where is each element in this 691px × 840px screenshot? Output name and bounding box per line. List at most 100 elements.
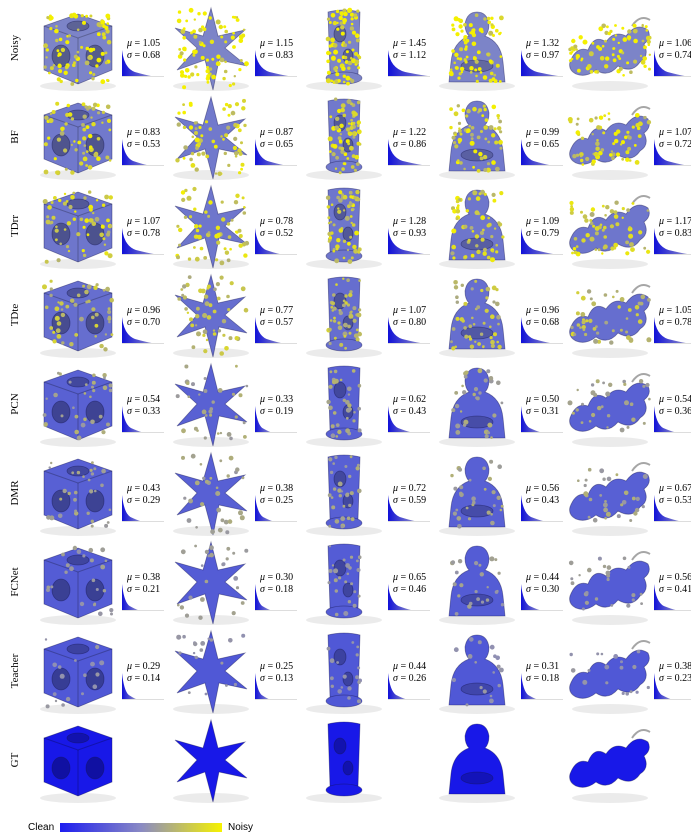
mu-value: 1.05 <box>142 38 161 49</box>
result-cell-buddha: μ = 0.31 σ = 0.18 <box>429 627 563 715</box>
result-cell-buddha: μ = 0.50 σ = 0.31 <box>429 360 563 448</box>
mu-value: 0.87 <box>275 127 294 138</box>
error-stats: μ = 1.05 σ = 0.78 <box>659 305 691 329</box>
star-render <box>163 360 259 448</box>
method-row: BF μ = 0.83 σ = 0.53 μ = 0.87 σ = 0.65 μ = 1.… <box>0 93 691 181</box>
error-histogram <box>386 226 430 256</box>
error-stats: μ = 0.67 σ = 0.53 <box>659 483 691 507</box>
mu-line: μ = 0.29 <box>127 661 161 672</box>
mu-value: 0.30 <box>275 572 294 583</box>
result-cell-star: μ = 0.78 σ = 0.52 <box>163 182 297 270</box>
error-stats: μ = 0.96 σ = 0.68 <box>526 305 559 329</box>
sigma-line: σ = 0.29 <box>127 495 161 506</box>
error-histogram <box>253 226 297 256</box>
cube-render <box>30 449 126 537</box>
sigma-line: σ = 0.65 <box>526 139 560 150</box>
buddha-render <box>429 360 525 448</box>
sigma-line: σ = 0.57 <box>260 317 294 328</box>
mu-value: 0.43 <box>142 483 161 494</box>
result-cell-dragon: μ = 0.54 σ = 0.36 <box>562 360 691 448</box>
sigma-line: σ = 0.83 <box>659 228 691 239</box>
mu-line: μ = 0.43 <box>127 483 161 494</box>
sigma-value: 0.65 <box>541 139 560 150</box>
mu-value: 0.56 <box>674 572 691 583</box>
cube-render <box>30 538 126 626</box>
sigma-value: 0.19 <box>275 406 294 417</box>
method-row: Noisy μ = 1.05 σ = 0.68 μ = 1.15 σ = 0.83 μ =… <box>0 4 691 92</box>
sigma-line: σ = 0.14 <box>127 673 161 684</box>
mu-value: 1.07 <box>408 305 427 316</box>
result-cell-column <box>296 716 429 804</box>
mu-value: 0.38 <box>275 483 294 494</box>
error-histogram <box>519 137 563 167</box>
mu-line: μ = 0.56 <box>526 483 560 494</box>
result-cell-cube: μ = 0.29 σ = 0.14 <box>30 627 164 715</box>
mu-value: 1.05 <box>674 305 691 316</box>
error-stats: μ = 1.17 σ = 0.83 <box>659 216 691 240</box>
result-cell-cube: μ = 0.43 σ = 0.29 <box>30 449 164 537</box>
cube-render <box>30 271 126 359</box>
mu-line: μ = 1.15 <box>260 38 294 49</box>
error-stats: μ = 1.06 σ = 0.74 <box>659 38 691 62</box>
mu-value: 1.15 <box>275 38 294 49</box>
mu-value: 0.38 <box>674 661 691 672</box>
error-histogram <box>253 582 297 612</box>
sigma-value: 0.72 <box>674 139 691 150</box>
error-stats: μ = 0.56 σ = 0.43 <box>526 483 559 507</box>
mu-value: 1.28 <box>408 216 427 227</box>
method-label: DMR <box>6 449 24 537</box>
mu-value: 0.33 <box>275 394 294 405</box>
method-row: PCN μ = 0.54 σ = 0.33 μ = 0.33 σ = 0.19 μ = 0… <box>0 360 691 448</box>
result-cell-buddha: μ = 1.32 σ = 0.97 <box>429 4 563 92</box>
column-render <box>296 271 392 359</box>
mu-value: 1.09 <box>541 216 560 227</box>
sigma-line: σ = 0.79 <box>526 228 560 239</box>
result-cell-dragon: μ = 1.17 σ = 0.83 <box>562 182 691 270</box>
error-stats: μ = 0.44 σ = 0.30 <box>526 572 559 596</box>
error-stats: μ = 1.22 σ = 0.86 <box>393 127 426 151</box>
result-cell-star <box>163 716 296 804</box>
result-cell-dragon: μ = 1.05 σ = 0.78 <box>562 271 691 359</box>
mu-value: 0.62 <box>408 394 427 405</box>
method-row: FCNet μ = 0.38 σ = 0.21 μ = 0.30 σ = 0.18 μ =… <box>0 538 691 626</box>
method-row: Teacher μ = 0.29 σ = 0.14 μ = 0.25 σ = 0.13 μ… <box>0 627 691 715</box>
sigma-value: 0.83 <box>275 50 294 61</box>
mu-value: 0.38 <box>142 572 161 583</box>
result-cell-star: μ = 0.33 σ = 0.19 <box>163 360 297 448</box>
mu-line: μ = 0.44 <box>393 661 427 672</box>
mu-value: 0.65 <box>408 572 427 583</box>
error-stats: μ = 0.78 σ = 0.52 <box>260 216 293 240</box>
result-cell-buddha: μ = 1.09 σ = 0.79 <box>429 182 563 270</box>
error-histogram <box>386 582 430 612</box>
mu-line: μ = 0.77 <box>260 305 294 316</box>
sigma-value: 0.18 <box>275 584 294 595</box>
sigma-line: σ = 0.72 <box>659 139 691 150</box>
mu-line: μ = 1.28 <box>393 216 427 227</box>
sigma-value: 0.30 <box>541 584 560 595</box>
mu-line: μ = 0.99 <box>526 127 560 138</box>
mu-line: μ = 0.33 <box>260 394 294 405</box>
mu-value: 1.22 <box>408 127 427 138</box>
sigma-line: σ = 0.21 <box>127 584 161 595</box>
sigma-line: σ = 0.25 <box>260 495 294 506</box>
sigma-value: 0.21 <box>142 584 161 595</box>
buddha-render <box>429 716 525 804</box>
error-histogram <box>120 404 164 434</box>
error-histogram <box>120 226 164 256</box>
mu-value: 0.67 <box>674 483 691 494</box>
result-cell-buddha: μ = 0.96 σ = 0.68 <box>429 271 563 359</box>
sigma-line: σ = 0.53 <box>659 495 691 506</box>
sigma-value: 0.59 <box>408 495 427 506</box>
column-render <box>296 182 392 270</box>
error-histogram <box>253 48 297 78</box>
error-histogram <box>386 315 430 345</box>
sigma-value: 0.46 <box>408 584 427 595</box>
result-cell-star: μ = 0.38 σ = 0.25 <box>163 449 297 537</box>
error-stats: μ = 1.07 σ = 0.72 <box>659 127 691 151</box>
buddha-render <box>429 627 525 715</box>
mu-line: μ = 0.31 <box>526 661 560 672</box>
mu-line: μ = 0.62 <box>393 394 427 405</box>
mu-line: μ = 0.38 <box>127 572 161 583</box>
column-render <box>296 538 392 626</box>
result-cell-column: μ = 0.44 σ = 0.26 <box>296 627 430 715</box>
